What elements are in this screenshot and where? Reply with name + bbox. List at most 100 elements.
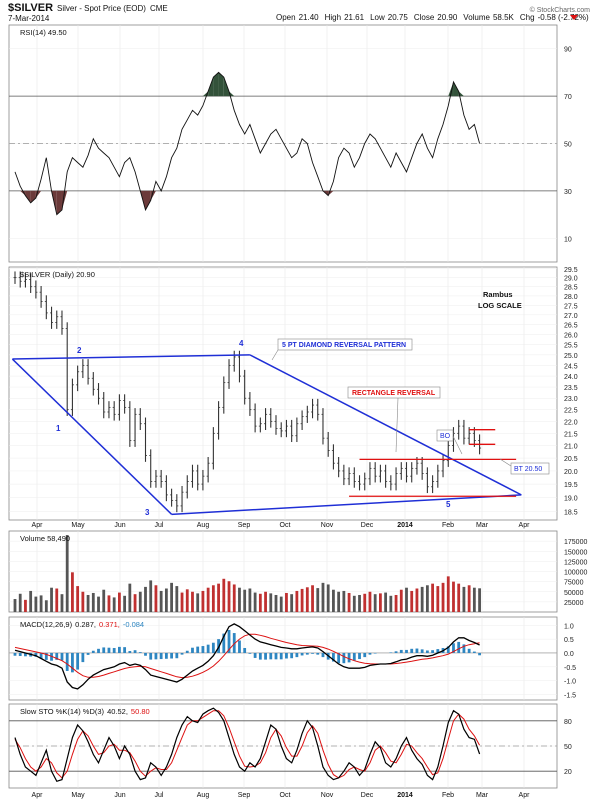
macd-histogram-bar [112, 647, 116, 653]
low-label: Low [370, 13, 385, 22]
volume-bar [50, 587, 53, 612]
volume-bar [180, 592, 184, 612]
macd-histogram-bar [342, 652, 346, 664]
macd-histogram-bar [34, 652, 38, 657]
volume-bar [347, 592, 351, 612]
price-tick-label: 27.0 [564, 313, 578, 320]
macd-histogram-bar [138, 652, 142, 653]
macd-histogram-bar [201, 646, 205, 653]
bt-label-pointer [499, 458, 512, 467]
macd-histogram-bar [425, 650, 429, 653]
stochastic-legend-part: Slow STO %K(14) %D(3) [20, 707, 105, 716]
macd-histogram-bar [39, 652, 43, 659]
volume-bar [102, 589, 106, 612]
stochastic-legend: Slow STO %K(14) %D(3) 40.52, 50.80 [20, 707, 150, 716]
macd-histogram-bar [321, 652, 325, 658]
macd-histogram-bar [65, 652, 69, 671]
bottom-month-label: Apr [32, 792, 44, 799]
volume-label: Volume [463, 13, 490, 22]
macd-tick-label: -1.0 [564, 679, 576, 686]
volume-bar [285, 592, 288, 612]
exchange-label: CME [150, 4, 168, 13]
volume-bar [394, 594, 398, 612]
volume-bar [342, 590, 346, 612]
volume-bar [13, 599, 17, 612]
volume-bar [170, 582, 173, 612]
macd-histogram-bar [399, 649, 403, 653]
bt-label-box [510, 462, 550, 475]
volume-bar [441, 582, 445, 612]
stochastic-tick-label: 20 [564, 769, 572, 776]
volume-bar [358, 594, 361, 612]
price-legend: $SILVER (Daily) 20.90 [20, 270, 95, 279]
rsi-tick-label: 70 [564, 94, 572, 101]
volume-bar [118, 592, 121, 612]
bottom-month-label: 2014 [397, 792, 413, 799]
price-month-label: Aug [197, 522, 210, 529]
symbol-description: Silver - Spot Price (EOD) [57, 4, 146, 13]
macd-histogram-bar [316, 652, 320, 655]
macd-histogram-bar [248, 652, 252, 654]
diamond-label-pointer [271, 349, 279, 361]
macd-histogram-bar [185, 650, 189, 653]
macd-histogram-bar [123, 647, 127, 653]
diamond-point-label: 4 [239, 339, 244, 348]
price-tick-label: 26.0 [564, 332, 578, 339]
volume-value: 58.5K [493, 13, 515, 22]
macd-histogram-bar [191, 647, 194, 653]
rsi-oversold-fill [25, 190, 31, 203]
macd-histogram-bar [71, 652, 74, 673]
volume-bar [164, 588, 168, 612]
macd-histogram-bar [102, 647, 106, 653]
macd-histogram-bar [472, 651, 476, 653]
macd-histogram-bar [452, 643, 455, 653]
macd-histogram-bar [347, 652, 351, 663]
macd-histogram-bar [18, 652, 22, 657]
volume-bar [264, 591, 267, 612]
bottom-month-label: Apr [519, 792, 531, 799]
volume-bar [405, 587, 408, 612]
macd-histogram-bar [24, 652, 27, 657]
macd-histogram-bar [457, 641, 461, 653]
macd-histogram-bar [175, 652, 179, 659]
price-panel [8, 266, 558, 521]
volume-bar [154, 585, 158, 612]
volume-bar [222, 578, 226, 612]
volume-bar [65, 535, 69, 612]
macd-histogram-bar [300, 652, 304, 656]
volume-bar [55, 588, 59, 612]
stochastic-k-line [14, 707, 481, 783]
price-tick-label: 21.0 [564, 444, 578, 451]
volume-bar [133, 594, 137, 612]
bt-label: BT 20.50 [514, 466, 542, 473]
volume-bar [290, 594, 294, 612]
price-month-label: Nov [321, 522, 334, 529]
volume-bar [326, 584, 330, 612]
price-month-label: Apr [519, 522, 531, 529]
volume-bar [446, 576, 450, 612]
rectangle-reversal-label: RECTANGLE REVERSAL [352, 390, 436, 397]
bottom-month-label: Oct [280, 792, 291, 799]
macd-histogram-bar [60, 652, 64, 661]
rsi-overbought-fill [213, 72, 219, 97]
volume-bar [352, 595, 356, 612]
volume-bar [253, 592, 257, 612]
volume-bar [159, 590, 163, 612]
volume-bar [420, 586, 424, 612]
rsi-oversold-fill [61, 190, 68, 210]
volume-bar [81, 591, 85, 612]
diamond-label-box [277, 338, 413, 351]
bottom-month-label: May [71, 792, 85, 799]
bottom-month-label: Nov [321, 792, 334, 799]
volume-bar [269, 593, 273, 612]
macd-histogram-bar [352, 652, 356, 661]
volume-bar [185, 589, 189, 612]
macd-histogram-bar [311, 652, 314, 654]
volume-bar [462, 586, 466, 612]
rectangle-label-box [347, 386, 441, 399]
macd-histogram-bar [436, 649, 440, 653]
volume-bar [467, 585, 471, 612]
rsi-tick-label: 50 [564, 142, 572, 149]
macd-histogram-bar [305, 652, 309, 655]
